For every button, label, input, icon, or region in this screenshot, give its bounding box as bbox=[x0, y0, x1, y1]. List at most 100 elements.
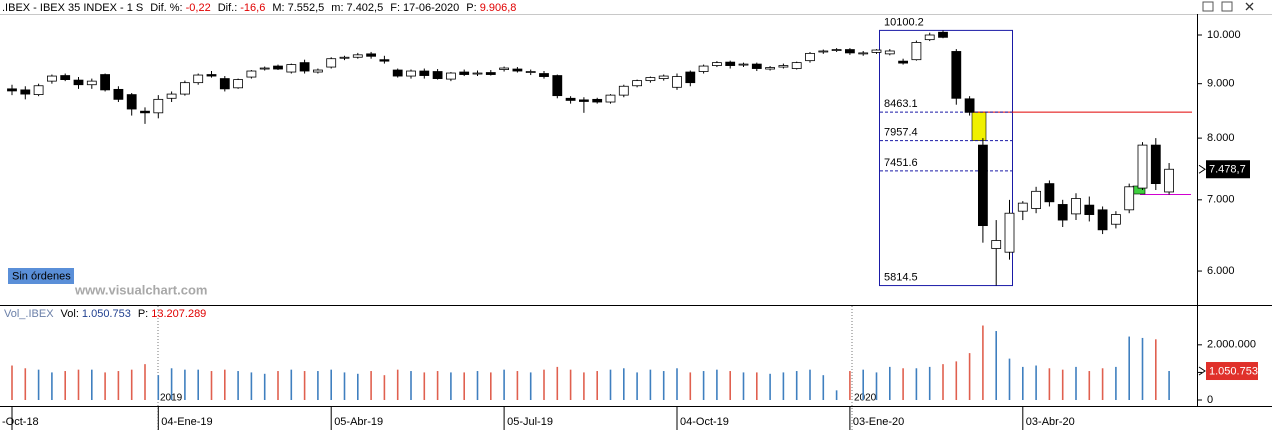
candle-body bbox=[219, 78, 230, 90]
candle-body bbox=[259, 67, 270, 70]
candle-body bbox=[1097, 209, 1108, 231]
candle-body bbox=[1044, 183, 1055, 203]
candle-body bbox=[525, 71, 536, 73]
candle-body bbox=[818, 50, 829, 53]
candle-body bbox=[1031, 190, 1041, 209]
range-box bbox=[879, 29, 1013, 287]
candle-body bbox=[1071, 198, 1081, 215]
header-field-value: 17-06-2020 bbox=[403, 2, 459, 14]
header-field-name: Dif.: bbox=[218, 2, 238, 14]
y-tick-label: 8.000 bbox=[1207, 132, 1235, 144]
candle-body bbox=[845, 49, 855, 54]
candle-body bbox=[485, 72, 496, 75]
candle-body bbox=[419, 70, 430, 76]
x-tick-label: 04-Ene-19 bbox=[161, 416, 212, 428]
level-label: 7451.6 bbox=[884, 157, 918, 169]
candle-body bbox=[738, 63, 749, 66]
candle-body bbox=[1124, 186, 1135, 211]
candle-body bbox=[7, 88, 17, 92]
y-tick-label: 2.000.000 bbox=[1207, 339, 1256, 351]
candle-body bbox=[565, 97, 576, 101]
candle-body bbox=[672, 76, 682, 88]
candle-body bbox=[193, 74, 204, 84]
window-button[interactable] bbox=[1221, 1, 1233, 12]
level-label: 8463.1 bbox=[884, 98, 918, 110]
candle-body bbox=[791, 62, 802, 69]
header-field-value: 7.402,5 bbox=[347, 2, 384, 14]
x-tick-label: 05-Abr-19 bbox=[334, 416, 383, 428]
y-tick-label: 9.000 bbox=[1207, 78, 1235, 90]
watermark: www.visualchart.com bbox=[74, 282, 207, 297]
price-pointer bbox=[1198, 164, 1206, 174]
candle-body bbox=[126, 94, 137, 110]
candle-body bbox=[499, 67, 510, 70]
window-button[interactable] bbox=[1202, 1, 1214, 12]
header-symbol: Vol_.IBEX bbox=[4, 308, 54, 320]
last-volume-box bbox=[1206, 362, 1258, 381]
y-tick-label: 0 bbox=[1207, 394, 1213, 406]
volume-pointer bbox=[1198, 366, 1206, 376]
candle-body bbox=[512, 68, 523, 72]
candle-body bbox=[299, 62, 310, 72]
candle-body bbox=[911, 42, 922, 61]
header: Vol_.IBEX Vol: 1.050.753 P: 13.207.289 bbox=[4, 308, 206, 320]
last-volume-label: 1.050.753 bbox=[1209, 365, 1258, 377]
candle-body bbox=[592, 98, 603, 103]
candle-body bbox=[286, 64, 297, 73]
candle-body bbox=[1150, 144, 1161, 185]
candle-body bbox=[33, 85, 44, 95]
candle-body bbox=[352, 54, 363, 58]
candle-body bbox=[445, 72, 456, 80]
candle-body bbox=[459, 71, 470, 75]
candle-body bbox=[339, 56, 350, 59]
candle-body bbox=[60, 75, 71, 80]
candle-body bbox=[86, 80, 97, 86]
candle-body bbox=[539, 73, 549, 77]
candle-body bbox=[246, 70, 257, 78]
candle-body bbox=[951, 51, 962, 99]
candle-body bbox=[712, 62, 722, 66]
candle-body bbox=[645, 77, 656, 82]
candle-body bbox=[273, 65, 283, 70]
candle-body bbox=[113, 88, 124, 100]
candle-body bbox=[1004, 212, 1015, 253]
candle-body bbox=[964, 98, 975, 113]
candle-body bbox=[805, 52, 815, 62]
candle-body bbox=[47, 75, 57, 82]
y-tick-label: 7.000 bbox=[1207, 194, 1235, 206]
close-button[interactable] bbox=[1245, 2, 1254, 11]
x-tick-label: 03-Ene-20 bbox=[853, 416, 904, 428]
header-field-name: Vol: bbox=[61, 308, 79, 320]
header-field-value: 9.906,8 bbox=[480, 2, 517, 14]
header-field-value: 1.050.753 bbox=[82, 308, 131, 320]
level-label: 10100.2 bbox=[884, 16, 924, 28]
candle-body bbox=[991, 240, 1002, 249]
header-field-name: m: bbox=[331, 2, 343, 14]
candle-body bbox=[751, 63, 762, 69]
header-field-name: Dif. %: bbox=[150, 2, 182, 14]
candle-body bbox=[765, 67, 775, 70]
status-box[interactable] bbox=[8, 268, 74, 284]
y-tick-label: 10.000 bbox=[1207, 29, 1241, 41]
level-label: 5814.5 bbox=[884, 271, 918, 283]
candle-body bbox=[685, 71, 696, 84]
candle-body bbox=[938, 31, 948, 38]
header-field-name: F: bbox=[390, 2, 400, 14]
candle-body bbox=[884, 50, 895, 55]
candle-body bbox=[579, 99, 589, 102]
candle-body bbox=[1057, 204, 1068, 221]
x-tick-label: 03-Abr-20 bbox=[1026, 416, 1075, 428]
candle-body bbox=[924, 34, 935, 41]
candle-body bbox=[871, 49, 882, 53]
candle-body bbox=[366, 53, 377, 57]
header-field-value: -16,6 bbox=[240, 2, 265, 14]
candle-body bbox=[140, 110, 150, 114]
candle-body bbox=[1111, 214, 1121, 225]
candle-body bbox=[73, 79, 84, 86]
candle-body bbox=[725, 61, 736, 66]
candle-body bbox=[778, 65, 789, 68]
candle-body bbox=[100, 74, 110, 91]
year-label: 2020 bbox=[854, 393, 877, 404]
